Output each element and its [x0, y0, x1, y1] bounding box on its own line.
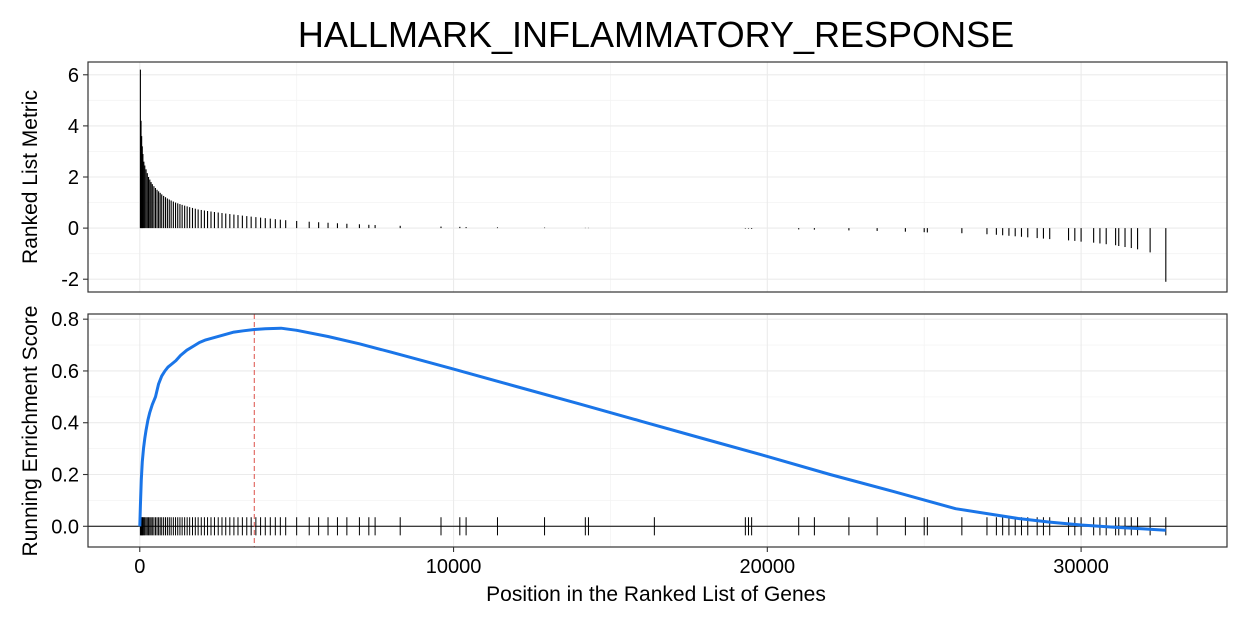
ranked-metric-gridlines — [88, 62, 1227, 292]
x-tick-label: 0 — [134, 556, 145, 578]
y-tick-label: 0 — [68, 218, 79, 240]
x-axis-title: Position in the Ranked List of Genes — [486, 583, 826, 606]
y-tick-label: 6 — [68, 65, 79, 87]
ranked-metric-panel: -2 0 2 4 6 Ranked List Metric — [19, 61, 1228, 293]
y-tick-label: 0.0 — [51, 516, 79, 538]
y-tick-label: -2 — [61, 269, 79, 291]
y-tick-label: 2 — [68, 167, 79, 189]
x-tick-label: 10000 — [426, 556, 482, 578]
x-tick-label: 20000 — [740, 556, 796, 578]
enrichment-x-axis: 0 10000 20000 30000 — [134, 547, 1109, 578]
enrichment-panel-border — [87, 313, 1228, 548]
enrichment-lines — [88, 314, 1227, 547]
enrichment-gridlines — [88, 314, 1227, 547]
y-tick-label: 0.8 — [51, 309, 79, 331]
x-tick-label: 30000 — [1053, 556, 1109, 578]
y-tick-label: 0.6 — [51, 361, 79, 383]
ranked-metric-y-title: Ranked List Metric — [19, 90, 42, 264]
enrichment-score-panel: 0.0 0.2 0.4 0.6 0.8 0 10000 20000 30000 Running… — [19, 306, 1228, 606]
ranked-metric-y-axis: -2 0 2 4 6 — [61, 65, 88, 291]
ranked-metric-bars — [139, 69, 1167, 282]
running-enrichment-line — [138, 326, 1166, 532]
y-tick-label: 4 — [68, 116, 79, 138]
y-tick-label: 0.2 — [51, 465, 79, 487]
enrichment-panel-background — [88, 314, 1227, 547]
y-tick-label: 0.4 — [51, 413, 79, 435]
enrichment-y-axis: 0.0 0.2 0.4 0.6 0.8 — [51, 309, 88, 538]
enrichment-y-title: Running Enrichment Score — [19, 306, 42, 557]
chart-title: HALLMARK_INFLAMMATORY_RESPONSE — [298, 14, 1014, 55]
